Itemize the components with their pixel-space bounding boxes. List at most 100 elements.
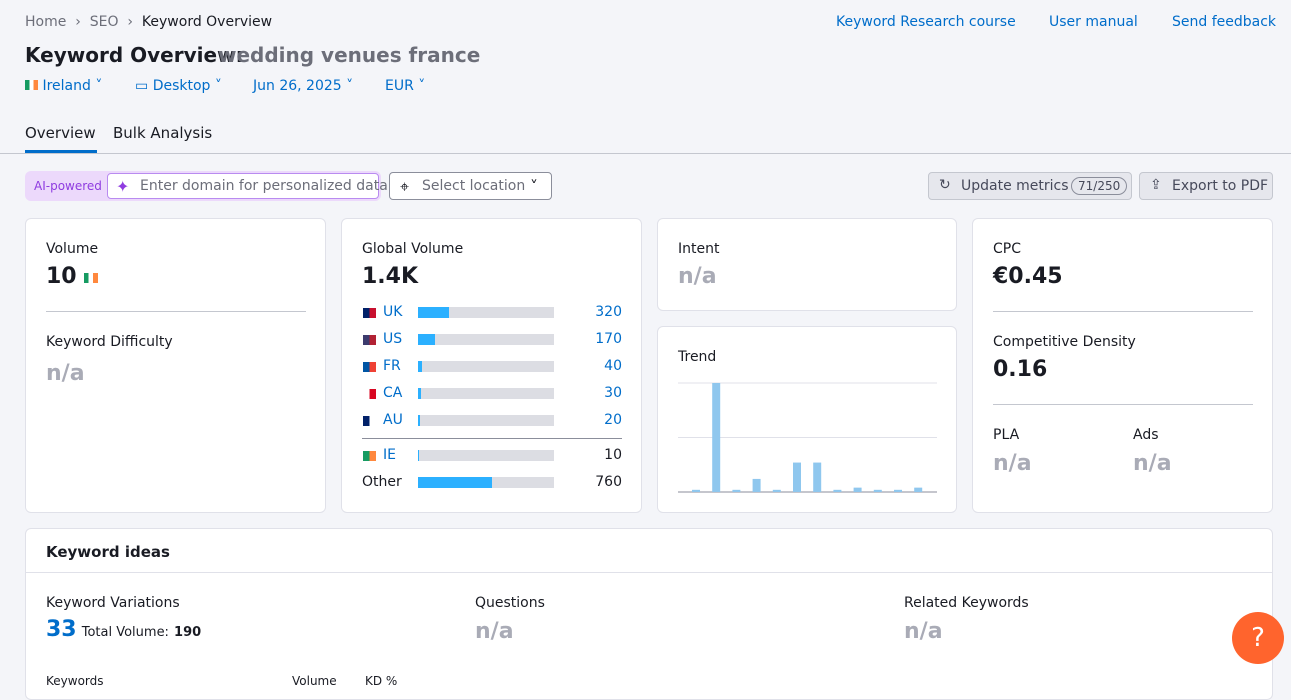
bar: [418, 361, 422, 372]
filter[interactable]: ▭ Desktop ˅: [135, 78, 222, 94]
trend-chart: [678, 382, 937, 493]
divider: [26, 572, 1272, 573]
keyword-ideas: Keyword ideas Keyword Variations 33 Tota…: [25, 528, 1273, 700]
country-value: 20: [604, 412, 622, 428]
trend-bar: [752, 478, 761, 492]
placeholder: Select location: [422, 178, 526, 194]
link[interactable]: Send feedback: [1172, 14, 1277, 30]
button-label: Update metrics: [961, 178, 1069, 194]
value: €0.45: [993, 264, 1063, 289]
card: Global Volume 1.4K UK 320 US 170 FR 40 CA 30 AU 2…: [341, 218, 642, 513]
value: n/a: [993, 451, 1032, 476]
country[interactable]: UK: [383, 304, 403, 320]
count: 71/250: [1071, 177, 1128, 195]
country[interactable]: CA: [383, 385, 403, 401]
section-title: Keyword ideas: [46, 543, 170, 561]
bar-track: [418, 307, 554, 318]
filter[interactable]: EUR ˅: [385, 78, 426, 94]
column-header: Keywords: [46, 674, 104, 688]
bar: [418, 334, 435, 345]
help-button[interactable]: ?: [1232, 612, 1284, 664]
domain-input[interactable]: ✦ Enter domain for personalized data: [107, 173, 388, 199]
country[interactable]: US: [383, 331, 403, 347]
flag: [363, 362, 376, 372]
trend-bar: [772, 489, 781, 492]
crumb[interactable]: Home: [25, 14, 67, 30]
value-text: 10: [46, 264, 77, 289]
value: n/a: [1133, 451, 1172, 476]
trend-bar: [894, 489, 902, 492]
flag: [363, 335, 376, 345]
bar: [418, 388, 421, 399]
bar: [418, 307, 450, 318]
label: CPC: [993, 241, 1021, 257]
placeholder: Enter domain for personalized data: [140, 178, 388, 194]
label: Related Keywords: [904, 595, 1029, 611]
flag: [363, 389, 376, 399]
label: Trend: [678, 349, 717, 365]
card: Volume 10 Keyword Difficulty n/a: [25, 218, 326, 513]
filter[interactable]: Jun 26, 2025 ˅: [253, 78, 354, 94]
value: 1.4K: [362, 264, 419, 289]
label: Keyword Variations: [46, 595, 180, 611]
link[interactable]: Keyword Research course: [836, 14, 1016, 30]
filter-label: Desktop: [152, 78, 211, 94]
bar-track: [418, 388, 554, 399]
trend-bar: [692, 489, 700, 492]
bar-track: [418, 450, 554, 461]
crumb[interactable]: SEO: [89, 14, 119, 30]
breadcrumbs: Home › SEO › Keyword Overview: [25, 14, 273, 30]
value: n/a: [904, 619, 943, 644]
country: Other: [362, 474, 402, 490]
divider: [362, 438, 622, 439]
value: n/a: [475, 619, 514, 644]
column-header: KD %: [365, 674, 398, 688]
value: 0.16: [993, 357, 1048, 382]
value: n/a: [46, 361, 85, 386]
filter-label: Ireland: [42, 78, 91, 94]
label: Competitive Density: [993, 334, 1136, 350]
page: Home › SEO › Keyword Overview Keyword Re…: [0, 14, 1291, 700]
column-header: Volume: [292, 674, 337, 688]
tab[interactable]: Overview: [25, 124, 96, 142]
country-value: 760: [595, 474, 622, 490]
label: Ads: [1133, 427, 1159, 443]
bar: [418, 477, 492, 488]
link[interactable]: User manual: [1049, 14, 1138, 30]
country[interactable]: FR: [383, 358, 401, 374]
value: n/a: [678, 264, 717, 289]
location-select[interactable]: Select location ⌖ ˅: [389, 172, 552, 200]
trend-bar: [793, 462, 801, 492]
divider: [993, 404, 1253, 405]
label: Keyword Difficulty: [46, 334, 173, 350]
label: PLA: [993, 427, 1020, 443]
country[interactable]: AU: [383, 412, 403, 428]
flag: [363, 416, 376, 426]
value: 10: [46, 264, 99, 289]
button-label: Export to PDF: [1172, 178, 1269, 194]
title: Keyword Overview:: [25, 43, 244, 67]
export-button[interactable]: ⇪ Export to PDF: [1139, 172, 1273, 200]
country-value: 10: [604, 447, 622, 463]
card: Trend: [657, 326, 957, 513]
country: IE: [383, 447, 396, 463]
trend-bar: [914, 487, 923, 492]
tab-indicator: [25, 150, 97, 153]
trend-bar: [853, 487, 862, 492]
divider: [993, 311, 1253, 312]
flag: [363, 451, 376, 461]
crumb: Keyword Overview: [141, 14, 273, 30]
update-button[interactable]: ↻ Update metrics 71/250: [928, 172, 1132, 200]
trend-bar: [833, 489, 842, 492]
filter-label: Jun 26, 2025: [253, 78, 342, 94]
count[interactable]: 33: [46, 617, 77, 642]
tab[interactable]: Bulk Analysis: [113, 124, 213, 142]
trend-bar: [732, 489, 741, 492]
value: 33 Total Volume: 190: [46, 617, 201, 642]
bar: [418, 450, 419, 461]
label: Global Volume: [362, 241, 464, 257]
bar: [418, 415, 420, 426]
country-value: 170: [595, 331, 622, 347]
label: Questions: [475, 595, 545, 611]
filter[interactable]: Ireland ˅: [25, 78, 102, 94]
